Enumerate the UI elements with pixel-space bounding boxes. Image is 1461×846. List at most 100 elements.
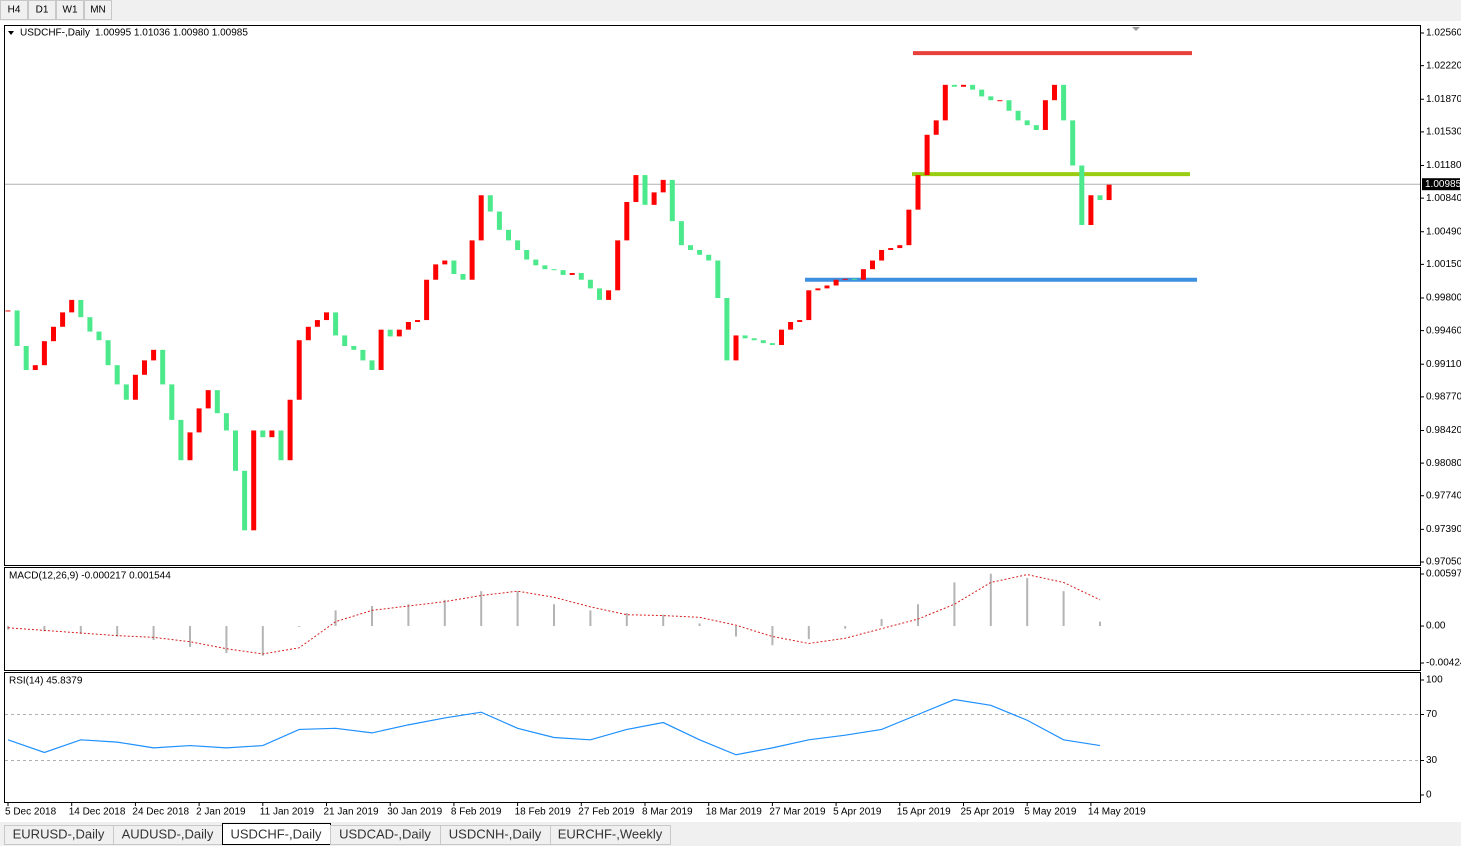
x-tick-label: 25 Apr 2019 (961, 807, 1015, 818)
candle (651, 192, 657, 205)
candle (642, 175, 648, 205)
y-tick-label: 1.00840 (1426, 193, 1461, 204)
candle (1070, 120, 1076, 166)
tab-label[interactable]: USDCAD-,Daily (339, 826, 431, 841)
dropdown-icon[interactable] (8, 31, 14, 35)
x-tick-label: 11 Jan 2019 (260, 807, 315, 818)
candle (14, 310, 20, 346)
candle (842, 278, 848, 280)
y-tick-label: 1.00490 (1426, 226, 1461, 237)
candle (387, 329, 393, 337)
candle (251, 430, 257, 531)
y-tick-label: 0.98770 (1426, 392, 1461, 403)
candle (533, 259, 539, 266)
y-tick-label: -0.00424 (1426, 658, 1461, 669)
current-price-tag (1422, 178, 1460, 191)
candle (433, 264, 439, 280)
candle (879, 249, 885, 261)
candle (797, 320, 803, 322)
y-tick-label: 1.02560 (1426, 28, 1461, 39)
candle (5, 310, 11, 312)
macd-bar (880, 619, 883, 627)
y-tick-label: 0.97050 (1426, 557, 1461, 568)
candle (287, 399, 293, 461)
tab-label[interactable]: USDCNH-,Daily (449, 826, 542, 841)
timeframe-label[interactable]: MN (90, 5, 106, 16)
signal-line (7, 574, 1101, 655)
tab-label[interactable]: USDCHF-,Daily (231, 826, 323, 841)
candle (405, 321, 411, 330)
timeframe-button[interactable] (28, 0, 56, 20)
x-tick-label: 2 Jan 2019 (196, 807, 246, 818)
candle (751, 338, 757, 341)
macd-bar (553, 604, 555, 627)
candle (151, 349, 157, 361)
rsi-panel (4, 672, 1421, 803)
candle (41, 341, 47, 366)
candle (769, 343, 775, 346)
timeframe-label[interactable]: W1 (63, 5, 78, 16)
y-tick-label: 1.01530 (1426, 127, 1461, 138)
macd-bar (989, 573, 992, 627)
tab[interactable] (550, 825, 671, 845)
candle (123, 384, 129, 400)
macd-bar (1062, 591, 1065, 627)
candle (760, 340, 766, 344)
candle (924, 134, 930, 176)
y-tick-label: 0.99800 (1426, 293, 1461, 304)
timeframe-button[interactable] (0, 0, 28, 20)
candle (997, 100, 1003, 102)
candle (69, 299, 75, 313)
tab-label[interactable]: AUDUSD-,Daily (122, 826, 214, 841)
tab-label[interactable]: EURUSD-,Daily (13, 826, 105, 841)
candle (897, 245, 903, 249)
candle (888, 248, 894, 250)
candle (105, 340, 111, 366)
x-tick-label: 8 Feb 2019 (451, 807, 502, 818)
x-tick-label: 8 Mar 2019 (642, 807, 693, 818)
candle (706, 254, 712, 261)
x-tick-label: 14 May 2019 (1088, 807, 1146, 818)
current-price-label: 1.00985 (1425, 179, 1461, 190)
y-tick-label: 100 (1426, 675, 1443, 686)
candle (515, 240, 521, 250)
candle (1061, 84, 1067, 121)
x-tick-label: 5 Dec 2018 (5, 807, 57, 818)
candle (360, 349, 366, 361)
candle (615, 240, 621, 291)
y-tick-label: 1.00150 (1426, 259, 1461, 270)
candle (205, 390, 211, 409)
candle (378, 329, 384, 370)
candle (669, 179, 675, 222)
rsi-line (7, 698, 1101, 756)
candle (169, 384, 175, 420)
candle (788, 321, 794, 330)
candle (1024, 120, 1030, 126)
macd-bar (625, 612, 628, 627)
rsi-title: RSI(14) 45.8379 (9, 676, 83, 687)
macd-bar (698, 623, 701, 627)
tab-label[interactable]: EURCHF-,Weekly (558, 826, 663, 841)
candle (223, 413, 229, 431)
chart-title: USDCHF-,Daily (20, 28, 90, 39)
y-tick-label: 0.00597 (1426, 569, 1461, 580)
macd-bar (407, 604, 410, 627)
candle (860, 269, 866, 280)
timeframe-label[interactable]: H4 (8, 5, 21, 16)
macd-bar (43, 626, 46, 632)
shift-marker (1132, 27, 1140, 31)
timeframe-button[interactable] (84, 0, 112, 20)
candle (1106, 184, 1112, 201)
y-tick-label: 0 (1426, 790, 1432, 801)
timeframe-button[interactable] (56, 0, 84, 20)
candle (733, 335, 739, 361)
candle (260, 430, 266, 438)
macd-bar (334, 610, 337, 627)
timeframe-label[interactable]: D1 (36, 5, 49, 16)
candle (915, 175, 921, 210)
candle (278, 430, 284, 461)
candle (132, 374, 138, 400)
candle (196, 408, 202, 433)
candle (551, 269, 557, 271)
candle (742, 335, 748, 339)
